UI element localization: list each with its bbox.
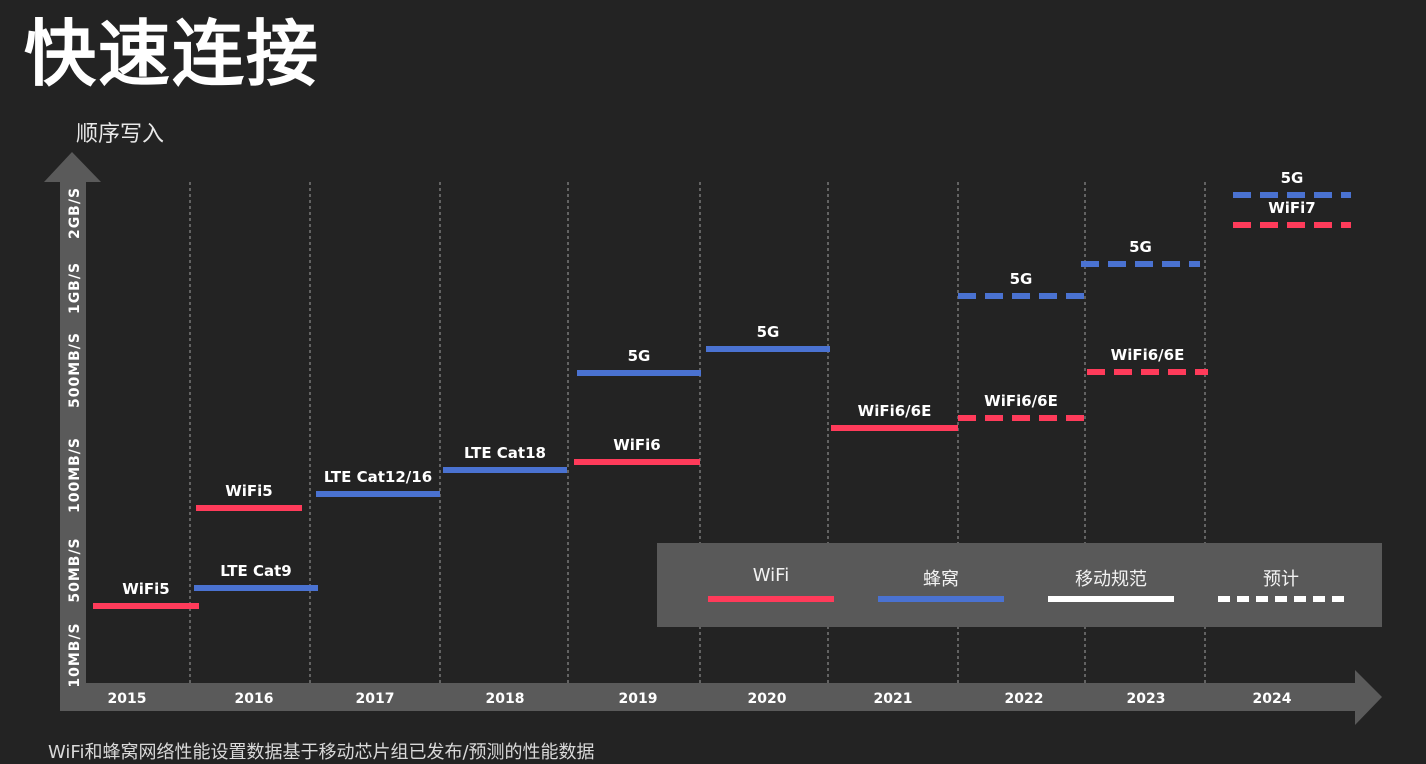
x-tick-label: 2017 [356,691,395,707]
footnote: WiFi和蜂窝网络性能设置数据基于移动芯片组已发布/预测的性能数据 [48,742,595,763]
segment-label: WiFi5 [225,482,273,500]
segment-label: LTE Cat9 [220,562,292,580]
x-tick-label: 2024 [1253,691,1292,707]
legend-swatch-wifi [708,596,834,602]
y-tick-label: 500MB/S [67,332,83,408]
y-axis-arrow [44,152,101,683]
segment-label: WiFi6/6E [1111,346,1185,364]
x-tick-label: 2023 [1127,691,1166,707]
legend: WiFi 蜂窝 移动规范 预计 [657,543,1382,627]
segment-label: 5G [628,347,651,365]
segment-label: WiFi6/6E [858,402,932,420]
legend-swatch-cellular [878,596,1004,602]
y-axis-title: 顺序写入 [76,122,165,147]
segment-label: 5G [757,323,780,341]
y-tick-label: 100MB/S [67,437,83,513]
page-title: 快速连接 [24,12,321,96]
segment-label: 5G [1281,169,1304,187]
segment-label: 5G [1129,238,1152,256]
segment-label: WiFi7 [1268,199,1316,217]
legend-swatch-projected [1218,596,1344,602]
legend-item-projected: 预计 [1218,543,1344,627]
x-tick-label: 2018 [486,691,525,707]
legend-item-wifi: WiFi [708,543,834,627]
legend-item-spec: 移动规范 [1048,543,1174,627]
legend-item-cellular: 蜂窝 [878,543,1004,627]
y-tick-label: 2GB/S [67,187,83,239]
y-tick-label: 10MB/S [67,622,83,687]
segment-label: WiFi6/6E [984,392,1058,410]
x-tick-label: 2016 [235,691,274,707]
x-axis-arrow [60,670,1382,725]
x-tick-label: 2019 [619,691,658,707]
y-tick-label: 1GB/S [67,262,83,314]
legend-label-wifi: WiFi [752,565,790,586]
legend-swatch-spec [1048,596,1174,602]
x-tick-label: 2021 [874,691,913,707]
x-tick-label: 2015 [108,691,147,707]
y-tick-label: 50MB/S [67,537,83,602]
legend-label-projected: 预计 [1263,569,1299,590]
legend-label-spec: 移动规范 [1075,569,1147,590]
x-tick-label: 2022 [1005,691,1044,707]
segment-label: 5G [1010,270,1033,288]
x-tick-label: 2020 [748,691,787,707]
segment-label: LTE Cat18 [464,444,546,462]
segment-label: LTE Cat12/16 [324,468,432,486]
legend-label-cellular: 蜂窝 [923,569,959,590]
segment-label: WiFi5 [122,580,170,598]
segment-label: WiFi6 [613,436,661,454]
